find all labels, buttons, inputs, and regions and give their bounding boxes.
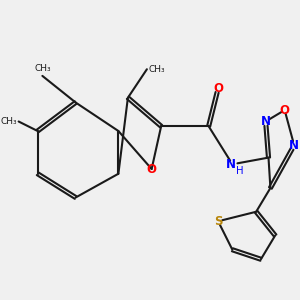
Text: CH₃: CH₃ [1, 117, 17, 126]
Text: N: N [289, 139, 299, 152]
Text: H: H [236, 167, 243, 176]
Text: N: N [226, 158, 236, 171]
Text: N: N [261, 115, 271, 128]
Text: S: S [214, 215, 222, 228]
Text: O: O [280, 103, 290, 117]
Text: O: O [213, 82, 223, 95]
Text: CH₃: CH₃ [148, 65, 165, 74]
Text: O: O [147, 163, 157, 176]
Text: CH₃: CH₃ [34, 64, 51, 73]
